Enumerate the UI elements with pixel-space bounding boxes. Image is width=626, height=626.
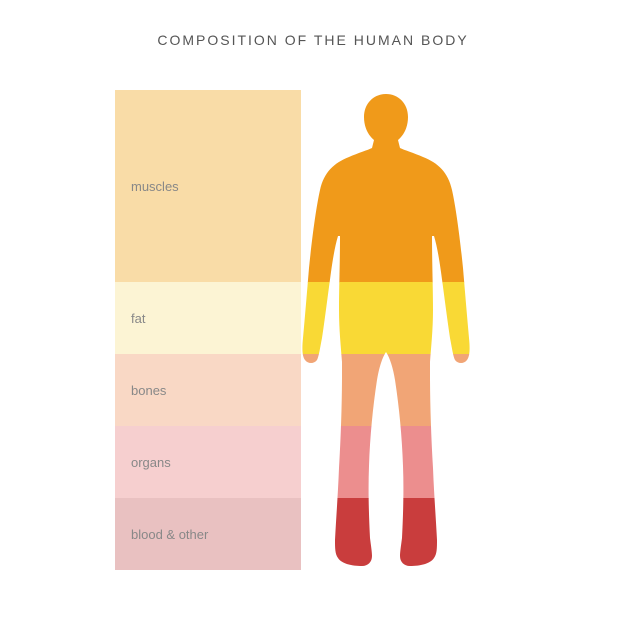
band-label: bones [131,383,166,398]
human-body-figure [256,90,516,570]
body-band-fat [256,282,516,355]
body-band-blood-other [256,498,516,570]
band-label: organs [131,455,171,470]
band-label: fat [131,311,145,326]
body-band-bones [256,354,516,427]
band-label: muscles [131,179,179,194]
body-band-organs [256,426,516,499]
body-band-muscles [256,90,516,283]
page-title: COMPOSITION OF THE HUMAN BODY [0,32,626,48]
band-label: blood & other [131,527,208,542]
